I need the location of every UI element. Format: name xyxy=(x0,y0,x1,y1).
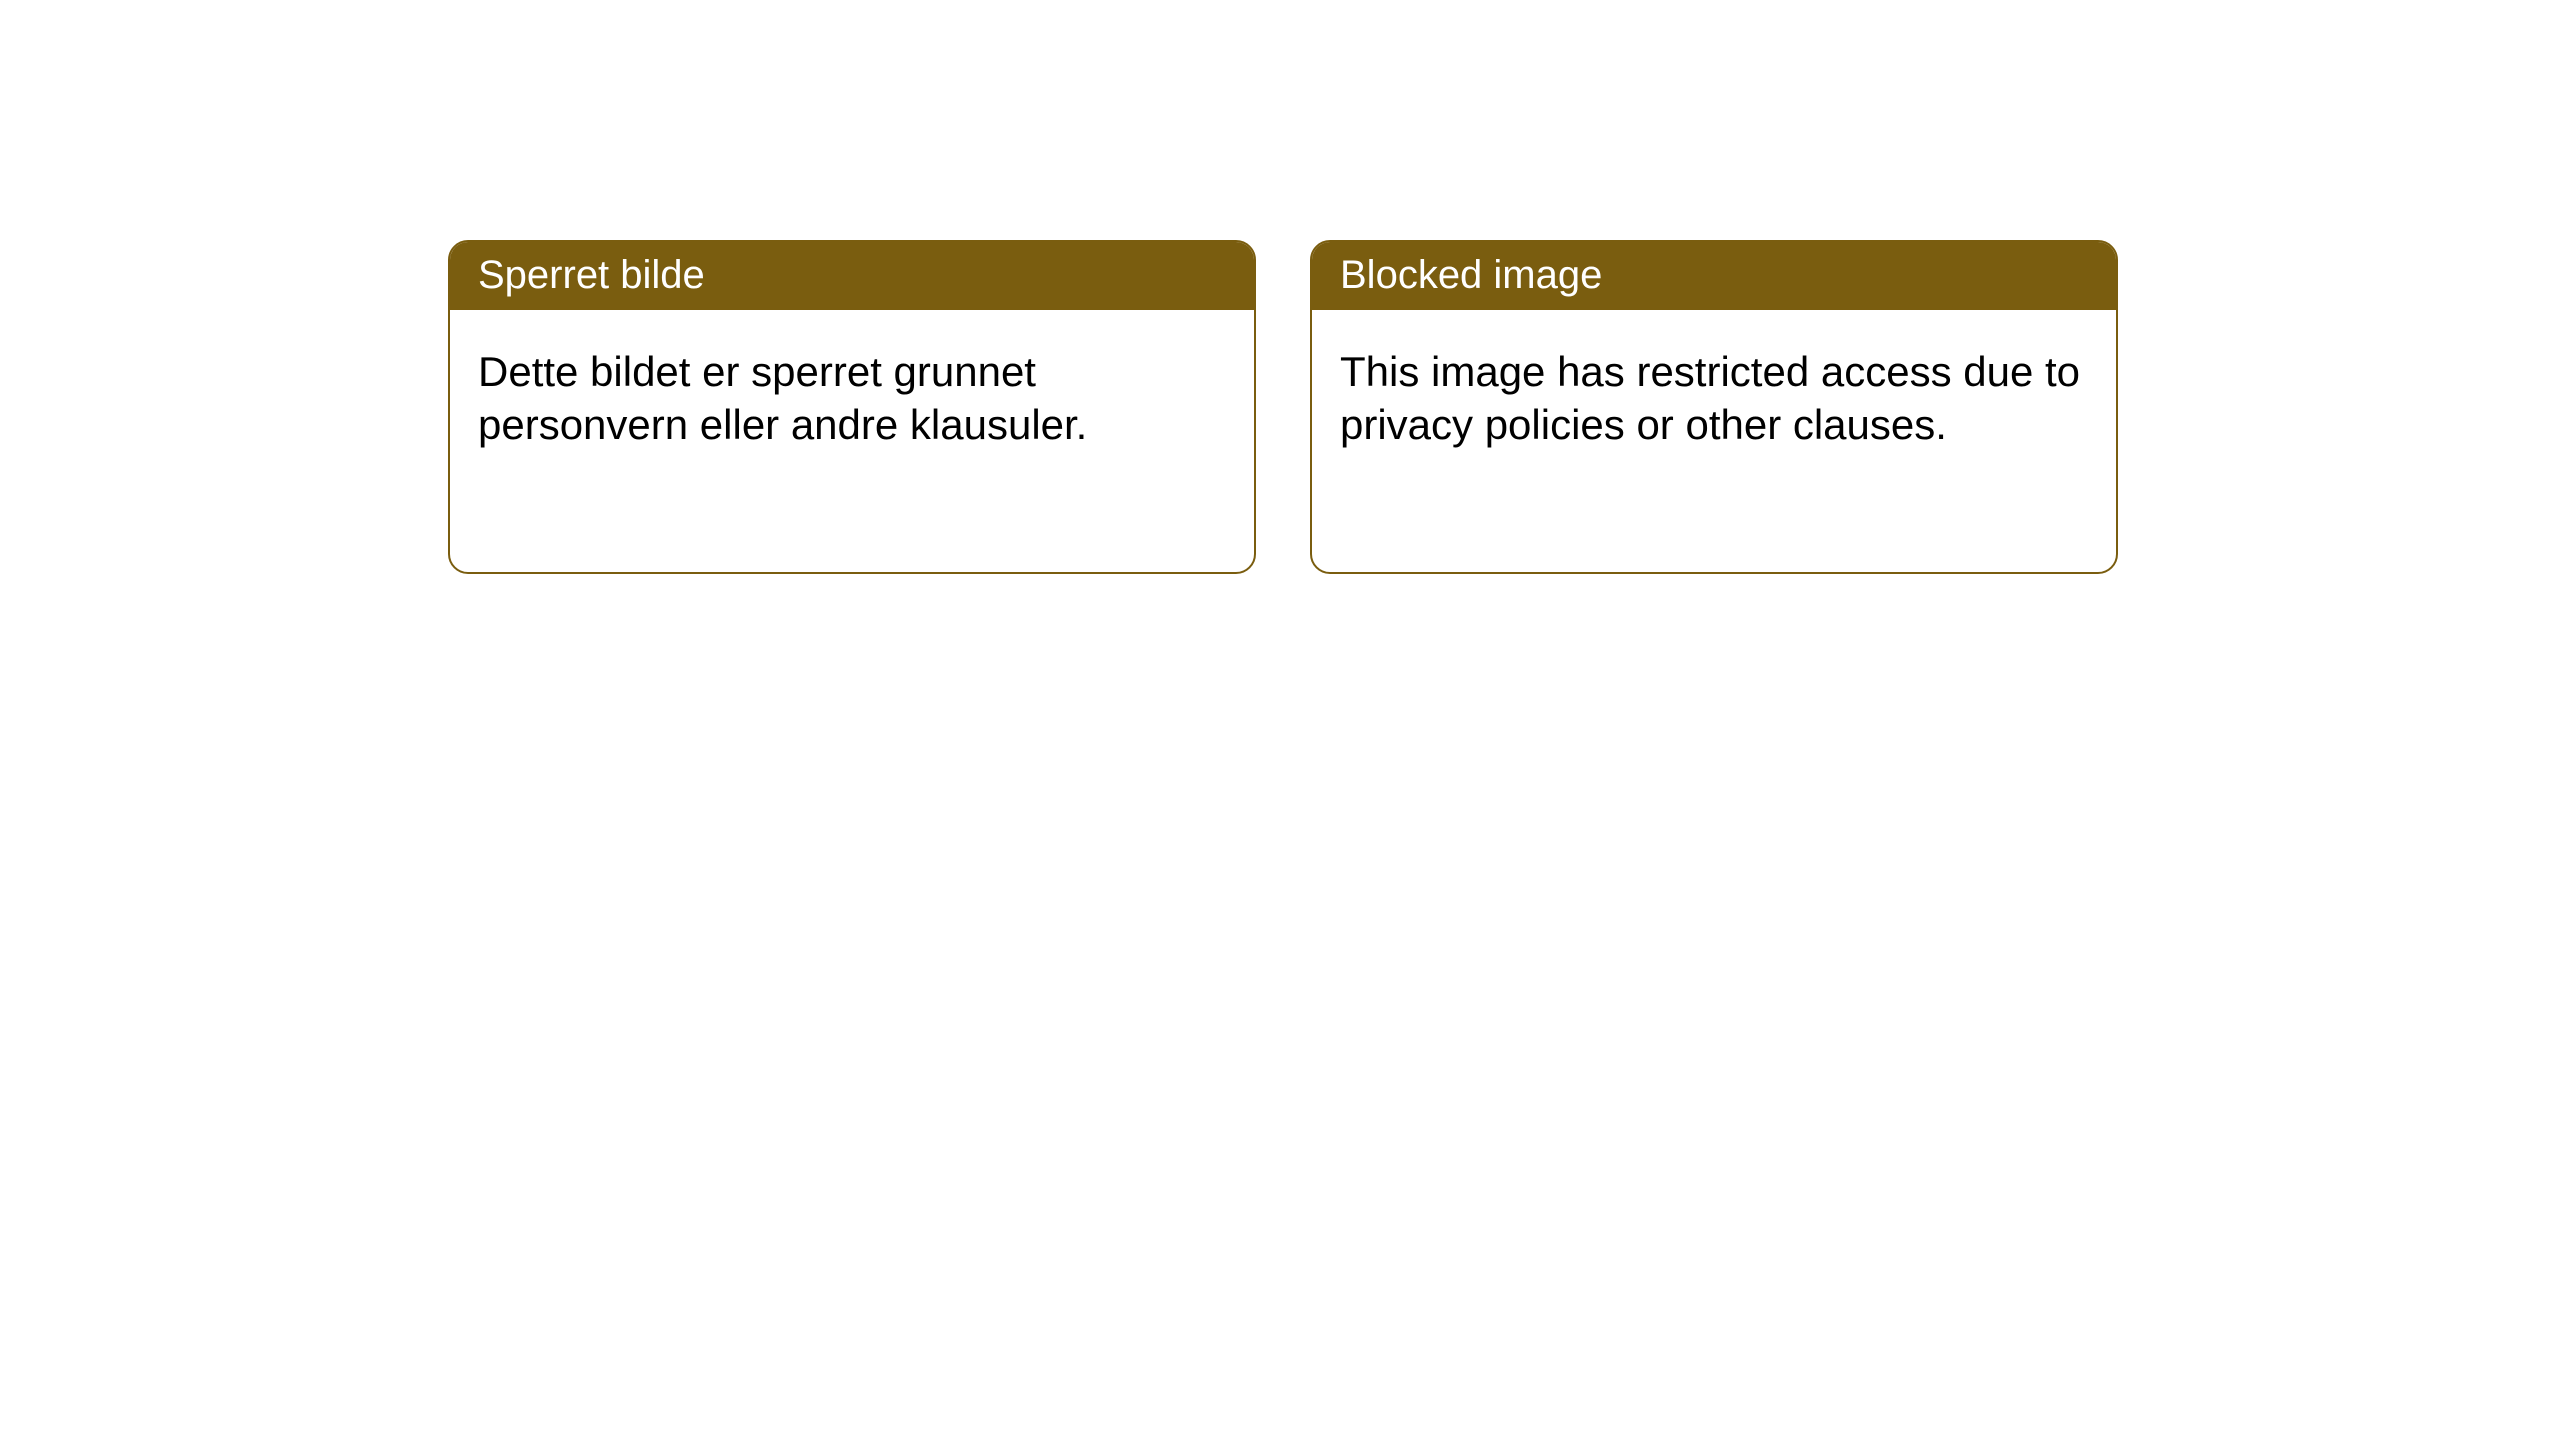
blocked-image-notice-card-no: Sperret bilde Dette bildet er sperret gr… xyxy=(448,240,1256,574)
card-message: Dette bildet er sperret grunnet personve… xyxy=(450,310,1254,572)
notice-cards-row: Sperret bilde Dette bildet er sperret gr… xyxy=(448,240,2118,574)
card-title: Blocked image xyxy=(1312,242,2116,310)
card-title: Sperret bilde xyxy=(450,242,1254,310)
blocked-image-notice-card-en: Blocked image This image has restricted … xyxy=(1310,240,2118,574)
card-message: This image has restricted access due to … xyxy=(1312,310,2116,572)
page-root: Sperret bilde Dette bildet er sperret gr… xyxy=(0,0,2560,1440)
